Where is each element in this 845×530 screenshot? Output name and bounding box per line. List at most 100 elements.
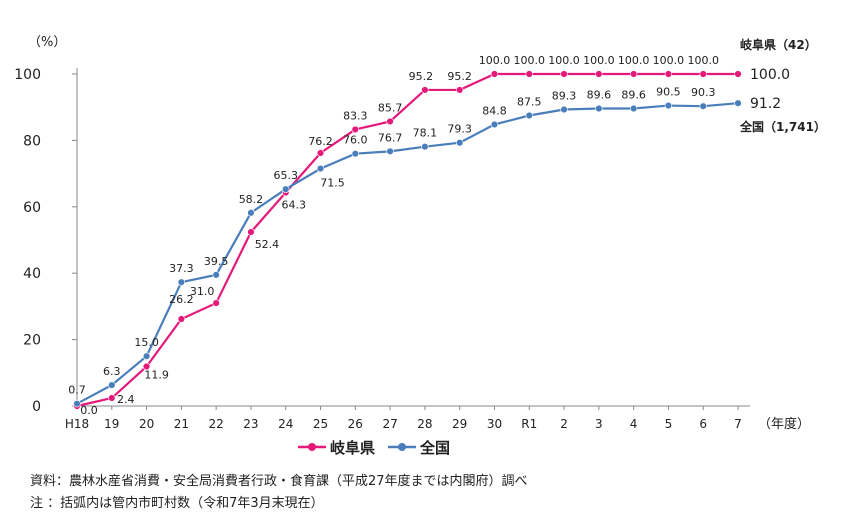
- y-tick-label: 40: [23, 266, 41, 282]
- data-label-national: 87.5: [517, 96, 542, 109]
- data-point-gifu: [734, 70, 742, 78]
- series-note-gifu: 岐阜県（42）: [740, 37, 817, 52]
- data-point-gifu: [560, 70, 568, 78]
- data-label-national: 89.6: [587, 89, 612, 102]
- y-tick-label: 60: [23, 200, 41, 216]
- series-line-national: [76, 102, 739, 405]
- data-label-national: 71.5: [320, 177, 345, 190]
- data-point-national: [734, 99, 742, 107]
- data-point-gifu: [177, 315, 186, 323]
- x-tick-label: 27: [382, 417, 397, 431]
- data-label-gifu: 100.0: [548, 54, 580, 67]
- data-label-gifu: 64.3: [281, 199, 306, 212]
- x-tick-label: 20: [139, 417, 154, 431]
- data-label-national: 89.6: [621, 89, 646, 102]
- x-tick-label: 19: [104, 417, 119, 431]
- x-tick-label: R1: [521, 417, 537, 431]
- data-point-national: [421, 143, 429, 151]
- footnote: 注 ：括弧内は管内市町村数（令和7年3月末現在）: [30, 496, 324, 511]
- x-tick-label: 29: [452, 417, 467, 431]
- data-label-national: 0.7: [68, 384, 86, 397]
- data-point-national: [595, 104, 603, 113]
- y-tick-label: 80: [23, 133, 41, 149]
- data-label-national: 37.3: [169, 262, 194, 275]
- data-point-national: [177, 278, 186, 286]
- data-label-national: 90.3: [691, 86, 716, 99]
- x-tick-label: 5: [665, 417, 673, 431]
- data-label-national: 39.5: [204, 255, 229, 268]
- data-label-gifu: 100.0: [583, 54, 615, 67]
- data-point-gifu: [316, 149, 325, 157]
- data-point-national: [212, 271, 220, 279]
- data-point-gifu: [490, 70, 499, 78]
- data-label-national: 6.3: [103, 365, 121, 378]
- x-tick-label: 4: [630, 417, 638, 431]
- data-label-gifu: 26.2: [169, 293, 194, 306]
- data-point-national: [490, 120, 499, 129]
- data-point-gifu: [351, 125, 360, 134]
- x-tick-label: 30: [487, 417, 502, 431]
- data-point-national: [282, 185, 290, 193]
- data-point-gifu: [664, 70, 673, 78]
- data-label-gifu: 100.0: [514, 54, 546, 67]
- data-point-national: [142, 352, 151, 360]
- data-label-gifu: 76.2: [308, 135, 333, 148]
- data-label-gifu: 95.2: [409, 70, 434, 83]
- x-tick-label: 7: [734, 417, 742, 431]
- data-point-gifu: [421, 86, 429, 94]
- data-label-national: 78.1: [413, 127, 438, 140]
- data-point-national: [247, 209, 255, 217]
- x-tick-label: 6: [699, 417, 707, 431]
- y-tick-label: 20: [23, 333, 41, 349]
- data-point-gifu: [629, 70, 638, 78]
- data-label-gifu: 100.0: [687, 54, 719, 67]
- data-point-gifu: [142, 362, 151, 371]
- x-axis-unit: （年度）: [758, 416, 810, 432]
- data-point-national: [73, 399, 81, 408]
- data-point-national: [108, 381, 116, 389]
- data-point-national: [386, 147, 394, 156]
- data-label-national: 89.3: [552, 90, 577, 103]
- data-point-national: [455, 139, 464, 147]
- x-tick-label: 23: [243, 417, 258, 431]
- end-value-gifu: 100.0: [750, 67, 790, 83]
- data-label-gifu: 11.9: [144, 368, 169, 381]
- data-point-national: [664, 101, 673, 110]
- data-label-gifu: 31.0: [190, 285, 215, 298]
- data-point-gifu: [595, 70, 603, 78]
- data-point-national: [629, 104, 638, 113]
- data-point-gifu: [108, 394, 116, 402]
- x-tick-label: H18: [65, 417, 89, 431]
- x-tick-label: 24: [278, 417, 293, 431]
- data-label-national: 76.0: [343, 134, 368, 147]
- legend-marker-national: [398, 443, 406, 451]
- data-label-national: 76.7: [378, 131, 403, 144]
- data-point-gifu: [386, 117, 394, 126]
- data-point-gifu: [212, 299, 220, 307]
- data-label-national: 79.3: [447, 123, 472, 136]
- data-label-gifu: 85.7: [378, 101, 403, 114]
- data-point-gifu: [247, 228, 255, 236]
- y-tick-label: 0: [32, 399, 41, 415]
- data-label-gifu: 52.4: [255, 238, 280, 251]
- x-tick-label: 26: [348, 417, 363, 431]
- data-label-gifu: 2.4: [117, 393, 135, 406]
- y-axis-unit: （%）: [28, 35, 66, 50]
- series-line-gifu: [76, 72, 738, 408]
- data-label-national: 65.3: [273, 169, 298, 182]
- source-note: 資料：農林水産省消費・安全局消費者行政・食育課（平成27年度までは内閣府）調べ: [30, 474, 528, 489]
- data-label-national: 15.0: [134, 336, 159, 349]
- x-tick-label: 22: [209, 417, 224, 431]
- data-label-national: 84.8: [482, 104, 507, 117]
- series-note-national: 全国（1,741）: [739, 119, 826, 134]
- data-point-gifu: [699, 70, 707, 78]
- data-label-gifu: 95.2: [447, 70, 472, 83]
- x-tick-label: 21: [174, 417, 189, 431]
- end-value-national: 91.2: [750, 96, 781, 112]
- data-label-gifu: 100.0: [479, 54, 511, 67]
- legend-label-national: 全国: [419, 439, 450, 457]
- data-point-national: [699, 102, 707, 110]
- data-label-national: 90.5: [656, 86, 681, 99]
- data-point-national: [351, 149, 360, 158]
- data-point-national: [525, 111, 533, 120]
